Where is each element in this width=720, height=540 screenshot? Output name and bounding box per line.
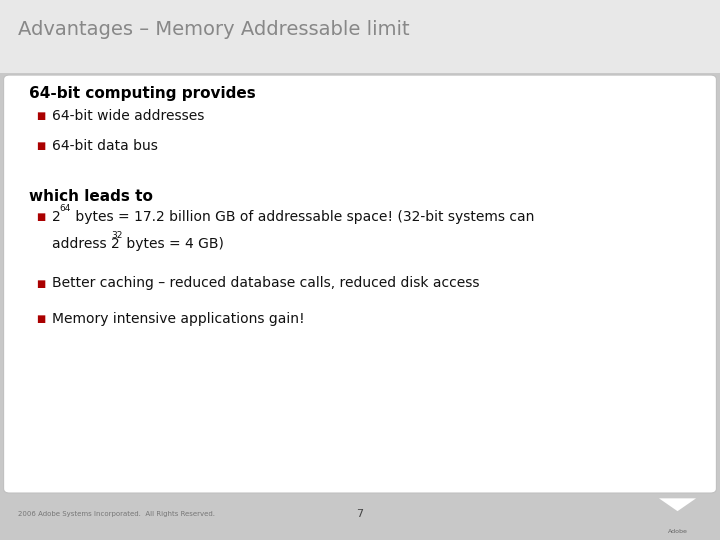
Text: 64: 64 — [59, 204, 71, 213]
Text: address 2: address 2 — [52, 237, 120, 251]
Text: 64-bit computing provides: 64-bit computing provides — [29, 86, 256, 102]
Text: 2006 Adobe Systems Incorporated.  All Rights Reserved.: 2006 Adobe Systems Incorporated. All Rig… — [18, 511, 215, 517]
Text: ■: ■ — [36, 314, 45, 323]
Text: bytes = 17.2 billion GB of addressable space! (32-bit systems can: bytes = 17.2 billion GB of addressable s… — [71, 210, 534, 224]
Text: Better caching – reduced database calls, reduced disk access: Better caching – reduced database calls,… — [52, 276, 480, 291]
Text: 7: 7 — [356, 509, 364, 519]
Text: 64-bit data bus: 64-bit data bus — [52, 139, 158, 153]
Text: 64-bit wide addresses: 64-bit wide addresses — [52, 109, 204, 123]
Text: ■: ■ — [36, 141, 45, 151]
Text: Advantages – Memory Addressable limit: Advantages – Memory Addressable limit — [18, 20, 410, 39]
Polygon shape — [659, 498, 696, 511]
Text: which leads to: which leads to — [29, 189, 153, 204]
Text: 2: 2 — [52, 210, 60, 224]
Polygon shape — [644, 524, 711, 537]
Text: Adobe: Adobe — [667, 529, 688, 534]
Text: ■: ■ — [36, 111, 45, 121]
Text: bytes = 4 GB): bytes = 4 GB) — [122, 237, 224, 251]
Text: ■: ■ — [36, 212, 45, 222]
Text: Memory intensive applications gain!: Memory intensive applications gain! — [52, 312, 305, 326]
Text: 32: 32 — [111, 231, 122, 240]
Text: ■: ■ — [36, 279, 45, 288]
